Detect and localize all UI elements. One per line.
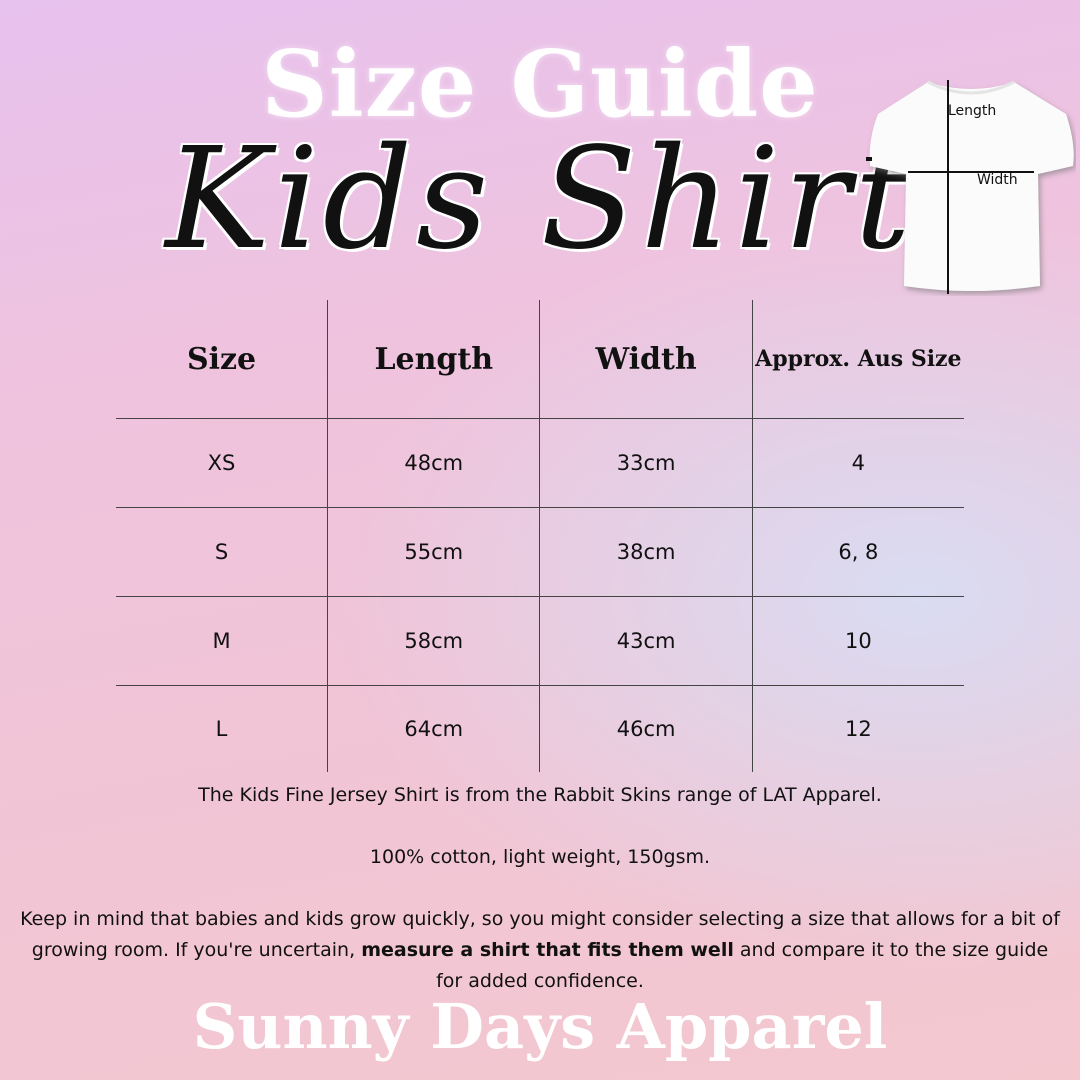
product-notes: The Kids Fine Jersey Shirt is from the R… — [20, 780, 1060, 997]
header-width: Width — [539, 300, 753, 419]
cell: 12 — [751, 685, 964, 772]
table-row: M 58cm 43cm 10 — [116, 596, 964, 686]
header-size: Size — [186, 341, 257, 377]
cell: 55cm — [327, 507, 540, 597]
note-advice-text: Keep in mind that babies and kids grow q… — [20, 908, 1060, 961]
cell: 4 — [751, 418, 964, 508]
header-aus-size: Approx. Aus Size — [751, 300, 964, 419]
table-row: XS 48cm 33cm 4 — [116, 418, 964, 508]
note-origin: The Kids Fine Jersey Shirt is from the R… — [198, 784, 882, 806]
brand-name: Sunny Days Apparel — [192, 990, 888, 1063]
note-material: 100% cotton, light weight, 150gsm. — [369, 846, 711, 868]
cell: L — [116, 685, 328, 772]
note-advice: Keep in mind that babies and kids grow q… — [20, 904, 1060, 997]
length-label: Length — [948, 103, 997, 119]
tshirt-icon — [866, 80, 1074, 294]
cell: 64cm — [327, 685, 540, 772]
cell: XS — [116, 418, 328, 508]
page-title: Size Guide — [261, 30, 819, 138]
cell: 33cm — [539, 418, 753, 508]
cell: 46cm — [539, 685, 753, 772]
width-label: Width — [977, 172, 1018, 188]
cell: 6, 8 — [751, 507, 964, 597]
table-row: L 64cm 46cm 12 — [116, 685, 964, 772]
page-subtitle: Kids Shirt — [165, 118, 915, 281]
cell: M — [116, 596, 328, 686]
header-length: Length — [327, 300, 540, 419]
cell: 48cm — [327, 418, 540, 508]
table-row: S 55cm 38cm 6, 8 — [116, 507, 964, 597]
cell: 10 — [751, 596, 964, 686]
note-advice-text-end: and compare it to the size guide for add… — [436, 939, 1049, 992]
size-table: Size Length Width Approx. Aus Size XS 48c… — [116, 300, 964, 772]
cell: 58cm — [327, 596, 540, 686]
cell: 43cm — [539, 596, 753, 686]
cell: S — [116, 507, 328, 597]
cell: 38cm — [539, 507, 753, 597]
note-advice-emphasis: measure a shirt that fits them well — [361, 939, 734, 961]
table-header-row: Size Length Width Approx. Aus Size — [116, 300, 964, 419]
shirt-measurement-diagram: Length Width — [866, 74, 1076, 296]
